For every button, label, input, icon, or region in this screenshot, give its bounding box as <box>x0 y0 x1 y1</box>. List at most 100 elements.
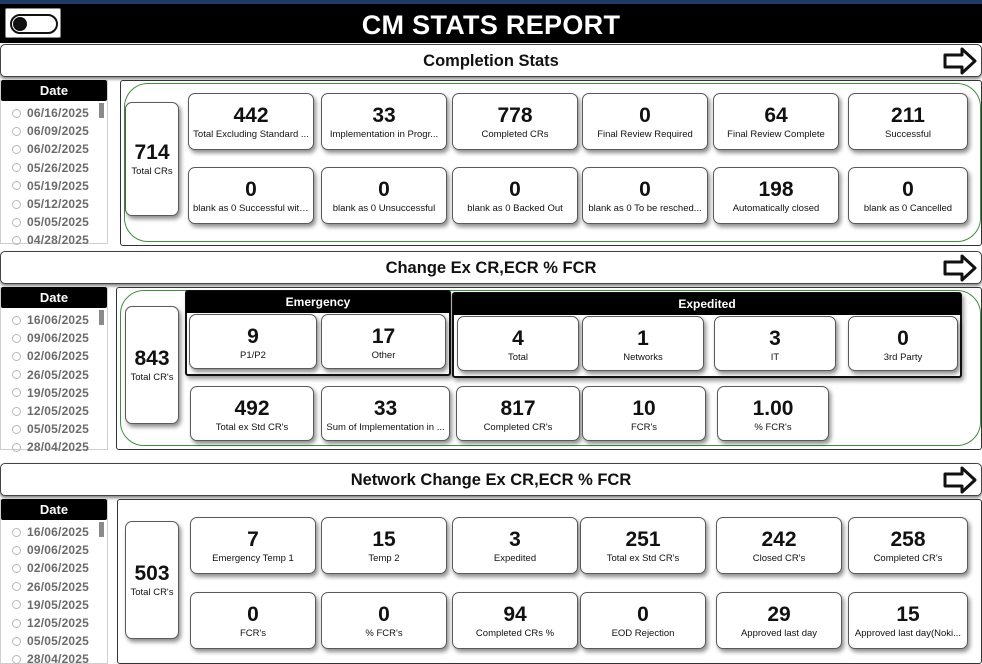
kpi-value: 0 <box>639 178 651 201</box>
kpi-card[interactable]: 15 Approved last day(Noki... <box>848 592 968 649</box>
kpi-card[interactable]: 0 EOD Rejection <box>580 592 706 649</box>
section-title: Completion Stats <box>423 52 559 70</box>
kpi-value: 843 <box>134 346 170 370</box>
kpi-card[interactable]: 778 Completed CRs <box>452 93 578 150</box>
date-option[interactable]: 04/28/2025 <box>1 231 107 249</box>
kpi-value: 198 <box>758 178 794 201</box>
kpi-card[interactable]: 94 Completed CRs % <box>452 592 578 649</box>
kpi-label: Total CR's <box>130 586 174 598</box>
kpi-card[interactable]: 0 blank as 0 Successful with ... <box>188 167 314 224</box>
total-crs-card[interactable]: 843 Total CR's <box>125 306 179 424</box>
kpi-label: Temp 2 <box>368 553 400 564</box>
slicer-scrollbar[interactable] <box>99 103 104 118</box>
date-slicer-list: 16/06/2025 09/06/2025 02/06/2025 26/05/2025… <box>1 520 107 664</box>
panel-frame <box>124 83 981 242</box>
kpi-value: 258 <box>890 528 926 551</box>
radio-icon <box>12 351 21 361</box>
emergency-group-header: Emergency <box>186 291 450 313</box>
kpi-card[interactable]: 64 Final Review Complete <box>713 93 839 150</box>
total-crs-card[interactable]: 714 Total CRs <box>125 102 179 216</box>
kpi-label: blank as 0 Cancelled <box>863 203 953 214</box>
date-option[interactable]: 09/06/2025 <box>1 329 107 347</box>
date-option[interactable]: 05/19/2025 <box>1 177 107 195</box>
kpi-value: 7 <box>247 528 259 551</box>
date-option[interactable]: 05/05/2025 <box>1 632 107 650</box>
kpi-label: Completed CR's <box>483 422 553 433</box>
kpi-value: 0 <box>378 603 390 626</box>
kpi-value: 10 <box>632 397 656 420</box>
date-option-label: 12/05/2025 <box>27 404 90 419</box>
date-option[interactable]: 28/04/2025 <box>1 438 107 456</box>
date-option[interactable]: 05/05/2025 <box>1 213 107 231</box>
date-option[interactable]: 06/16/2025 <box>1 104 107 122</box>
expedited-card[interactable]: 1 Networks <box>582 316 704 371</box>
expedited-card[interactable]: 0 3rd Party <box>848 316 958 371</box>
kpi-card[interactable]: 0 blank as 0 To be resched... <box>582 167 708 224</box>
kpi-card[interactable]: 251 Total ex Std CR's <box>580 517 706 574</box>
kpi-card[interactable]: 0 blank as 0 Cancelled <box>848 167 968 224</box>
expedited-card[interactable]: 4 Total <box>457 316 579 371</box>
date-option[interactable]: 16/06/2025 <box>1 311 107 329</box>
date-option[interactable]: 16/06/2025 <box>1 523 107 541</box>
date-slicer: Date 16/06/2025 09/06/2025 02/06/2025 26/05/… <box>0 287 108 454</box>
date-option[interactable]: 26/05/2025 <box>1 366 107 384</box>
kpi-card[interactable]: 3 Expedited <box>452 517 578 574</box>
kpi-card[interactable]: 0 blank as 0 Backed Out <box>452 167 578 224</box>
kpi-card[interactable]: 15 Temp 2 <box>321 517 447 574</box>
date-option[interactable]: 05/12/2025 <box>1 195 107 213</box>
date-option[interactable]: 12/05/2025 <box>1 402 107 420</box>
emergency-card[interactable]: 17 Other <box>321 314 446 369</box>
emergency-card[interactable]: 9 P1/P2 <box>189 314 317 369</box>
theme-toggle[interactable] <box>5 8 61 38</box>
slicer-scrollbar[interactable] <box>99 310 104 325</box>
date-option[interactable]: 06/02/2025 <box>1 140 107 158</box>
date-option-label: 16/06/2025 <box>27 313 90 328</box>
kpi-card[interactable]: 817 Completed CR's <box>456 386 580 441</box>
navigate-arrow-icon[interactable] <box>943 466 977 494</box>
date-option[interactable]: 28/04/2025 <box>1 650 107 664</box>
panel-frame <box>120 290 981 446</box>
kpi-card[interactable]: 33 Implementation in Progr... <box>321 93 447 150</box>
kpi-card[interactable]: 1.00 % FCR's <box>717 386 829 441</box>
kpi-card[interactable]: 492 Total ex Std CR's <box>190 386 314 441</box>
kpi-card[interactable]: 0 blank as 0 Unsuccessful <box>321 167 447 224</box>
date-option[interactable]: 06/09/2025 <box>1 122 107 140</box>
date-option[interactable]: 26/05/2025 <box>1 578 107 596</box>
kpi-value: 714 <box>134 140 170 164</box>
kpi-card[interactable]: 10 FCR's <box>582 386 706 441</box>
date-option-label: 06/09/2025 <box>27 124 90 139</box>
kpi-card[interactable]: 198 Automatically closed <box>713 167 839 224</box>
date-option[interactable]: 19/05/2025 <box>1 384 107 402</box>
kpi-card[interactable]: 258 Completed CR's <box>848 517 968 574</box>
kpi-card[interactable]: 442 Total Excluding Standard ... <box>188 93 314 150</box>
slicer-scrollbar[interactable] <box>99 522 104 537</box>
date-option[interactable]: 02/06/2025 <box>1 347 107 365</box>
kpi-value: 492 <box>234 397 270 420</box>
kpi-value: 3 <box>769 327 781 350</box>
kpi-label: Closed CR's <box>752 553 806 564</box>
date-option[interactable]: 12/05/2025 <box>1 614 107 632</box>
date-option-label: 09/06/2025 <box>27 331 90 346</box>
radio-icon <box>12 654 21 664</box>
kpi-value: 64 <box>764 104 788 127</box>
total-crs-card[interactable]: 503 Total CR's <box>125 521 179 639</box>
kpi-card[interactable]: 33 Sum of Implementation in ... <box>321 386 450 441</box>
date-option[interactable]: 05/26/2025 <box>1 159 107 177</box>
date-option-label: 16/06/2025 <box>27 525 90 540</box>
kpi-card[interactable]: 242 Closed CR's <box>716 517 842 574</box>
kpi-card[interactable]: 7 Emergency Temp 1 <box>190 517 316 574</box>
kpi-value: 251 <box>625 528 661 551</box>
kpi-card[interactable]: 0 % FCR's <box>321 592 447 649</box>
date-option[interactable]: 02/06/2025 <box>1 559 107 577</box>
expedited-card[interactable]: 3 IT <box>714 316 836 371</box>
date-option[interactable]: 19/05/2025 <box>1 596 107 614</box>
kpi-card[interactable]: 29 Approved last day <box>716 592 842 649</box>
kpi-value: 442 <box>233 104 269 127</box>
kpi-card[interactable]: 0 FCR's <box>190 592 316 649</box>
kpi-card[interactable]: 0 Final Review Required <box>582 93 708 150</box>
kpi-card[interactable]: 211 Successful <box>848 93 968 150</box>
navigate-arrow-icon[interactable] <box>943 47 977 75</box>
navigate-arrow-icon[interactable] <box>943 254 977 282</box>
date-option[interactable]: 05/05/2025 <box>1 420 107 438</box>
date-option[interactable]: 09/06/2025 <box>1 541 107 559</box>
